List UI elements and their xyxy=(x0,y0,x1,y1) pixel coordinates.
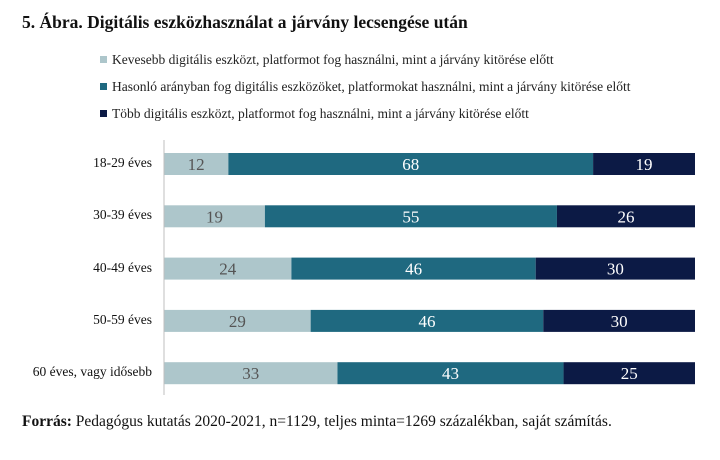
bar-segment-tobb xyxy=(563,362,695,385)
legend: Kevesebb digitális eszközt, platformot f… xyxy=(100,52,630,133)
bar-segment-hasonlo xyxy=(310,309,544,332)
bar-value-label: 33 xyxy=(242,364,259,383)
bar-segment-kevesebb xyxy=(164,153,229,175)
y-tick-label: 30-39 éves xyxy=(93,207,152,223)
legend-swatch-tobb xyxy=(100,110,107,118)
bar-value-label: 19 xyxy=(636,155,653,174)
legend-label-hasonlo: Hasonló arányban fog digitális eszközöke… xyxy=(112,79,631,94)
bar-value-label: 30 xyxy=(607,260,624,279)
bar-segment-tobb xyxy=(543,309,695,332)
bar-value-label: 25 xyxy=(621,364,638,383)
legend-label-kevesebb: Kevesebb digitális eszközt, platformot f… xyxy=(112,52,554,67)
y-tick-label: 40-49 éves xyxy=(93,259,152,275)
legend-item-tobb: Több digitális eszközt, platformot fog h… xyxy=(100,106,630,125)
bar-segment-hasonlo xyxy=(291,257,536,280)
y-tick-label: 50-59 éves xyxy=(93,311,152,327)
bar-value-label: 30 xyxy=(611,312,628,331)
legend-item-hasonlo: Hasonló arányban fog digitális eszközöke… xyxy=(100,79,630,98)
y-tick-label: 18-29 éves xyxy=(93,155,152,170)
bar-value-label: 24 xyxy=(219,260,237,279)
bar-value-label: 46 xyxy=(405,260,422,279)
bar-value-label: 55 xyxy=(402,207,419,226)
bar-segment-tobb xyxy=(556,205,695,228)
bar-segment-hasonlo xyxy=(337,362,564,385)
bar-value-label: 19 xyxy=(206,207,223,226)
bar-segment-hasonlo xyxy=(228,153,594,175)
legend-swatch-hasonlo xyxy=(100,83,107,91)
source-label: Forrás: xyxy=(22,413,72,430)
bar-segment-kevesebb xyxy=(164,309,311,332)
legend-label-tobb: Több digitális eszközt, platformot fog h… xyxy=(112,106,529,121)
bar-segment-tobb xyxy=(593,153,695,175)
bar-segment-kevesebb xyxy=(164,362,338,385)
bar-value-label: 43 xyxy=(442,364,459,383)
bar-value-label: 26 xyxy=(617,207,634,226)
legend-swatch-kevesebb xyxy=(100,56,107,64)
source-text: Pedagógus kutatás 2020-2021, n=1129, tel… xyxy=(75,413,612,430)
bar-segment-kevesebb xyxy=(164,257,292,280)
bar-segment-tobb xyxy=(535,257,695,280)
bar-value-label: 12 xyxy=(188,155,205,174)
chart-title: 5. Ábra. Digitális eszközhasználat a jár… xyxy=(22,12,468,32)
bar-segment-hasonlo xyxy=(264,205,557,228)
bar-segment-kevesebb xyxy=(164,205,265,228)
bar-value-label: 29 xyxy=(229,312,246,331)
y-tick-label: 60 éves, vagy idősebb xyxy=(32,364,152,380)
bar-value-label: 46 xyxy=(418,312,435,331)
legend-item-kevesebb: Kevesebb digitális eszközt, platformot f… xyxy=(100,52,630,71)
source-note: Forrás: Pedagógus kutatás 2020-2021, n=1… xyxy=(22,413,612,431)
bar-value-label: 68 xyxy=(402,155,419,174)
